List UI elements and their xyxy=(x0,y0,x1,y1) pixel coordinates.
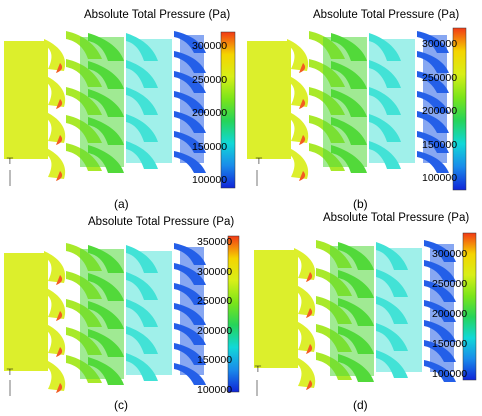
colorbar xyxy=(452,27,467,191)
colorbar-tick-label: 100000 xyxy=(422,172,458,184)
contour-panel-a: Absolute Total Pressure (Pa) 300000 25000… xyxy=(0,0,241,211)
colorbar-tick-label: 150000 xyxy=(422,138,458,151)
colorbar-tick-label: 250000 xyxy=(192,73,228,86)
panel-caption: (a) xyxy=(114,197,129,211)
blade-passages xyxy=(247,31,449,181)
colorbar-tick-label: 250000 xyxy=(432,278,468,290)
blade-passages xyxy=(4,31,206,181)
pressure-contour-field xyxy=(254,232,477,396)
colorbar-tick-label: 150000 xyxy=(192,140,228,153)
axis-triad-icon: ⊤ xyxy=(6,156,14,166)
panel-caption: (d) xyxy=(353,398,368,412)
colorbar-tick-label: 200000 xyxy=(432,308,468,320)
contour-panel-c: Absolute Total Pressure (Pa) 350000 30000… xyxy=(0,208,241,416)
axis-triad-icon: ⊤ xyxy=(6,367,14,377)
colorbar xyxy=(227,235,240,393)
colorbar-tick-label: 100000 xyxy=(192,174,228,186)
pressure-contour-field xyxy=(247,27,467,191)
colorbar-tick-label: 200000 xyxy=(192,107,228,119)
blade-passages xyxy=(4,243,206,393)
colorbar-tick-label: 200000 xyxy=(422,105,458,117)
pressure-contour-field xyxy=(4,31,236,189)
colorbar-tick-label: 300000 xyxy=(197,265,233,278)
colorbar-tick-label: 150000 xyxy=(432,338,468,350)
pressure-contour-field xyxy=(4,235,240,396)
panel-caption: (b) xyxy=(353,197,368,211)
colorbar-title: Absolute Total Pressure (Pa) xyxy=(84,9,231,21)
colorbar-title: Absolute Total Pressure (Pa) xyxy=(323,212,470,224)
colorbar-tick-label: 100000 xyxy=(197,383,233,396)
colorbar-tick-label: 250000 xyxy=(422,71,458,84)
colorbar-tick-label: 250000 xyxy=(197,295,233,307)
blade-passages xyxy=(254,240,456,390)
colorbar xyxy=(220,31,236,189)
contour-panel-d: Absolute Total Pressure (Pa) 300000 25000… xyxy=(241,208,482,416)
colorbar-title: Absolute Total Pressure (Pa) xyxy=(88,216,235,228)
colorbar-tick-label: 300000 xyxy=(422,38,458,50)
colorbar-tick-label: 100000 xyxy=(432,368,468,380)
panel-caption: (c) xyxy=(114,398,128,412)
colorbar-tick-label: 200000 xyxy=(197,324,233,337)
colorbar-tick-label: 350000 xyxy=(197,236,233,248)
colorbar xyxy=(462,232,477,381)
colorbar-tick-label: 300000 xyxy=(192,40,228,52)
contour-panel-b: Absolute Total Pressure (Pa) 300000 25000… xyxy=(241,0,482,211)
colorbar-tick-label: 300000 xyxy=(432,248,468,260)
colorbar-tick-label: 150000 xyxy=(197,354,233,366)
colorbar-title: Absolute Total Pressure (Pa) xyxy=(313,9,460,21)
axis-triad-icon: ⊤ xyxy=(255,156,263,166)
axis-triad-icon: ⊤ xyxy=(254,364,262,374)
